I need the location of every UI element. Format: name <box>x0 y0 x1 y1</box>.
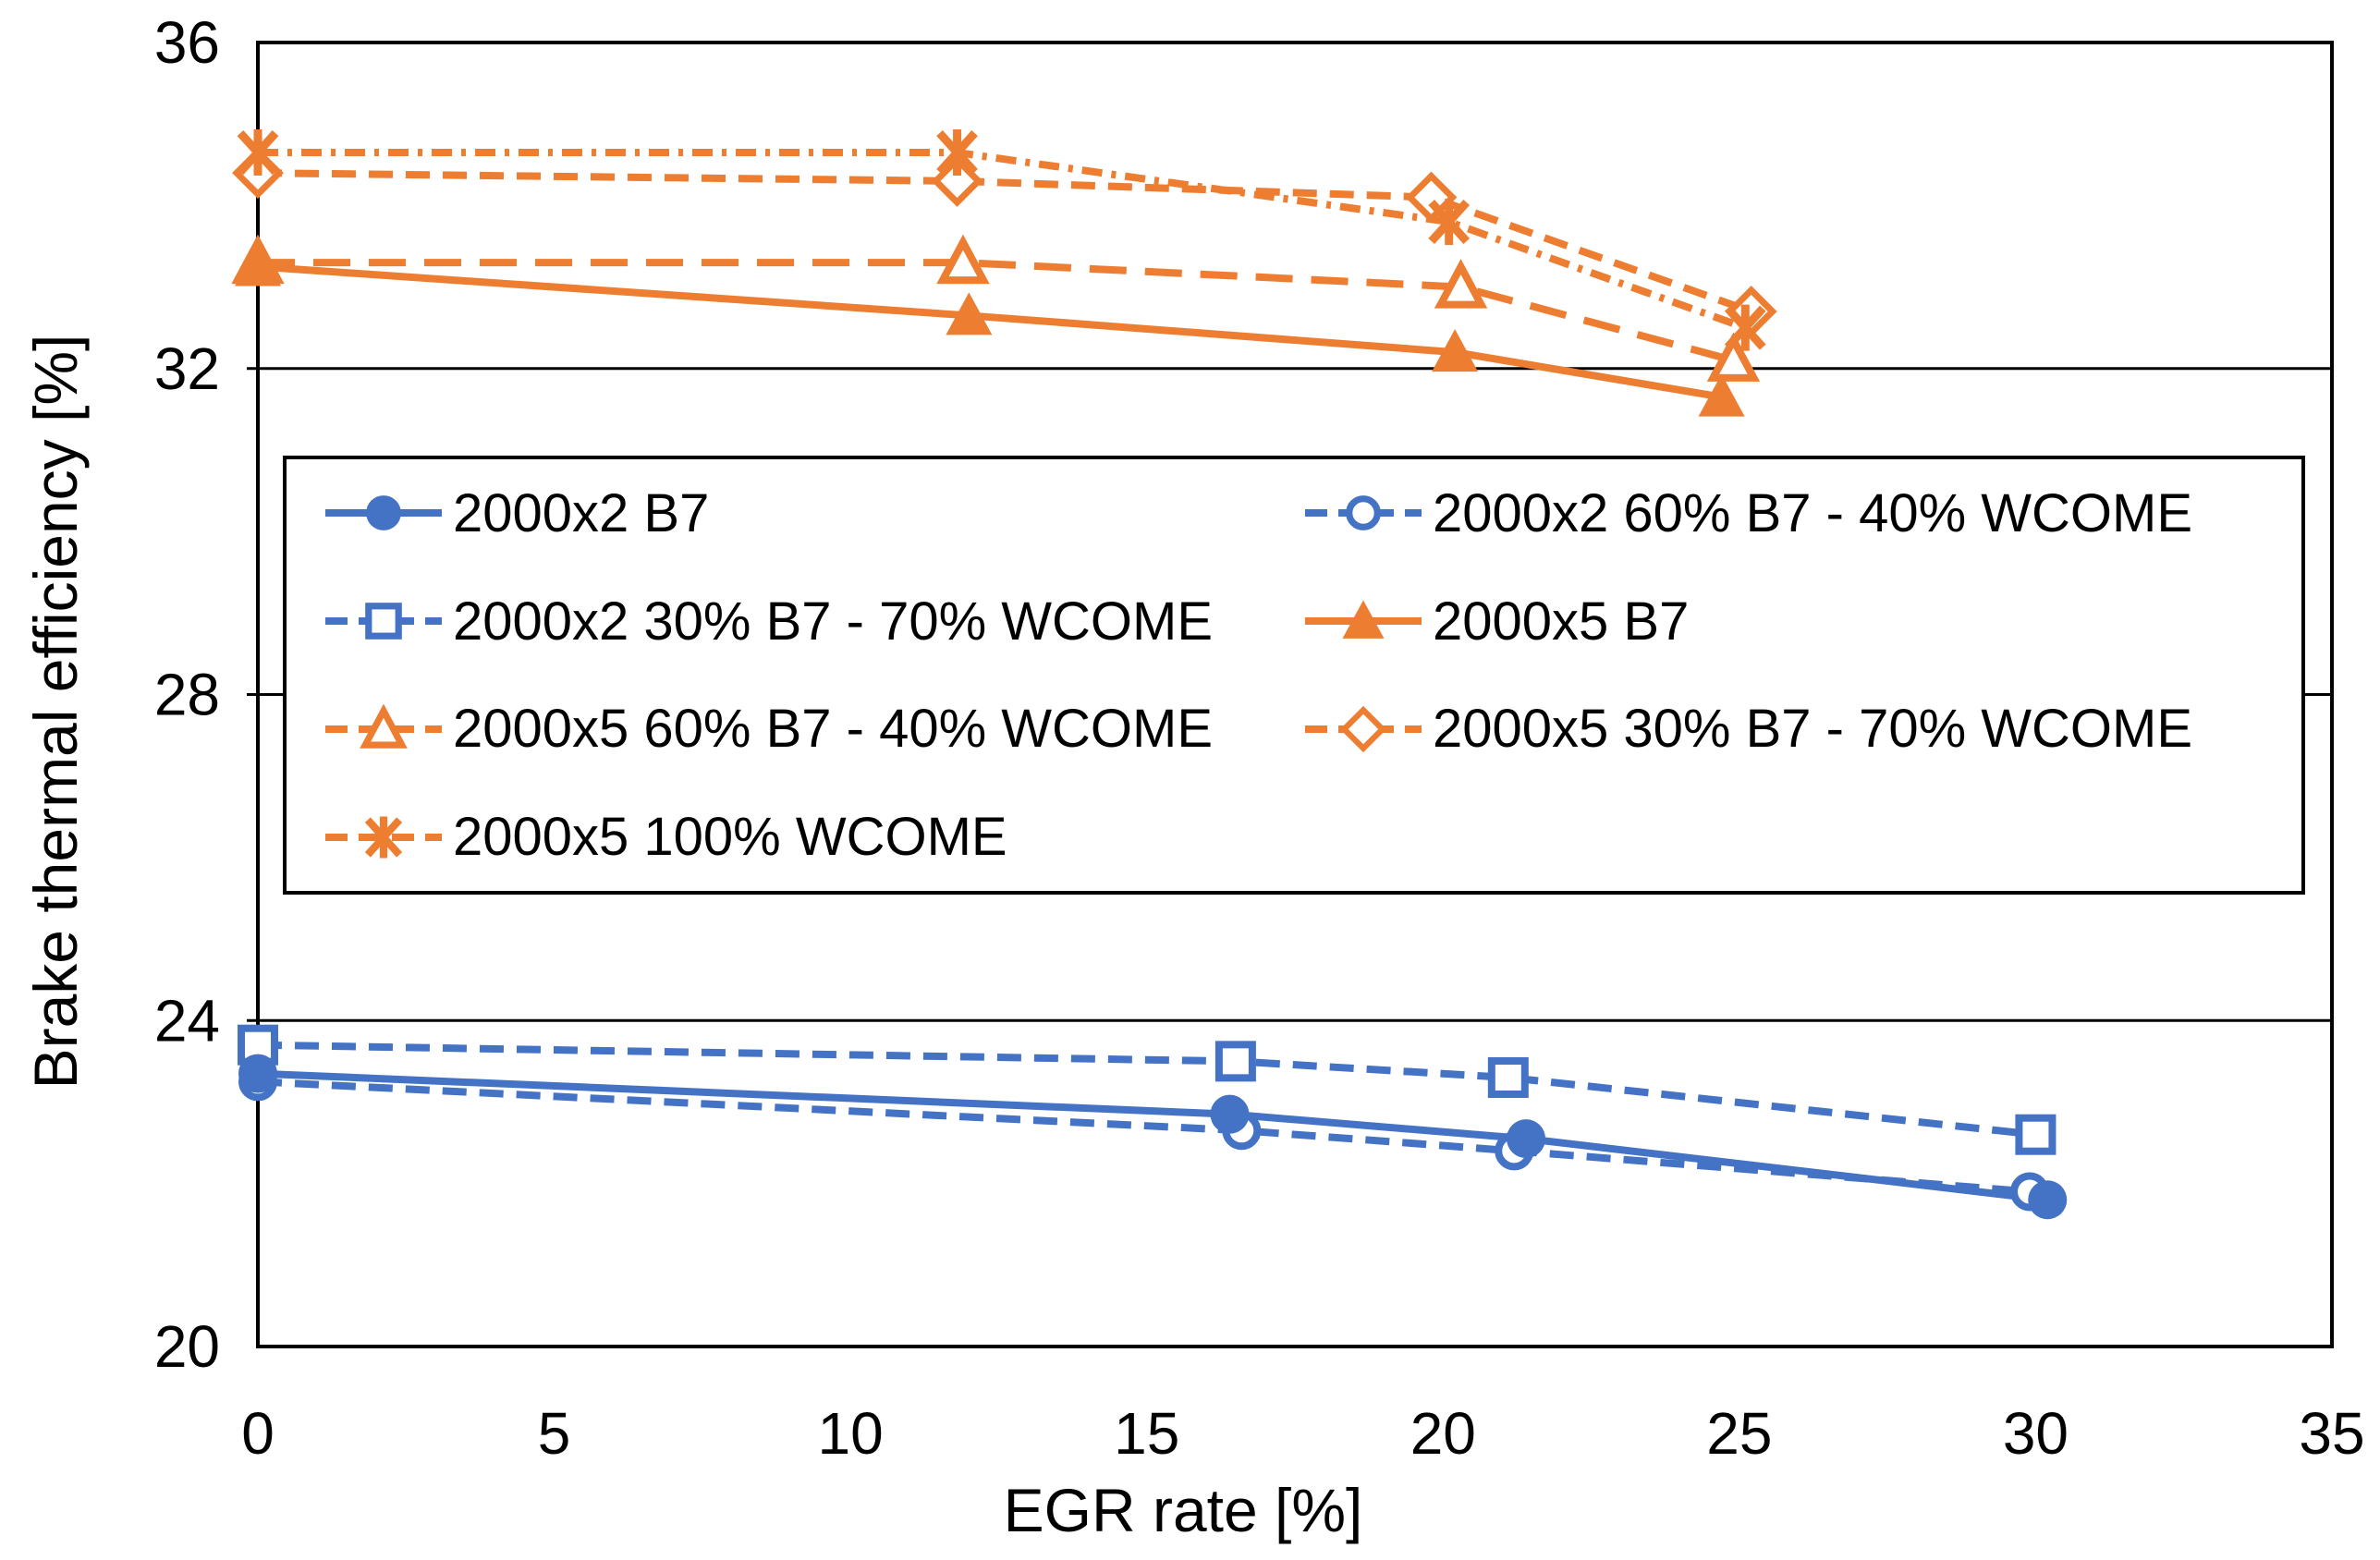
legend-item-2000x5-60-b7-40-wcome: 2000x5 60% B7 - 40% WCOME <box>287 676 1303 784</box>
series-line-2000x2-b7 <box>257 1069 2048 1204</box>
legend-item-2000x5-b7: 2000x5 B7 <box>1303 567 2301 676</box>
x-tick-label-5: 5 <box>538 1400 571 1467</box>
y-tick-label-24: 24 <box>154 987 220 1054</box>
y-tick-label-32: 32 <box>154 335 220 402</box>
series-line-2000x5-30-b7-70-wcome <box>257 169 1753 315</box>
legend-label: 2000x5 60% B7 - 40% WCOME <box>453 699 1214 760</box>
legend-marker-triangle-filled-icon <box>1305 600 1422 640</box>
marker-2000x2-30-b7-70-wcome-1 <box>1214 1041 1256 1082</box>
series-line-2000x5-100-wcome <box>258 149 1747 332</box>
marker-2000x2-b7-3 <box>2028 1180 2068 1220</box>
legend-item-2000x2-30-b7-70-wcome: 2000x2 30% B7 - 70% WCOME <box>287 567 1303 676</box>
legend-label: 2000x5 100% WCOME <box>453 807 1007 868</box>
marker-2000x2-b7-1 <box>1210 1094 1250 1134</box>
x-tick-label-0: 0 <box>241 1400 275 1467</box>
marker-2000x5-60-b7-40-wcome-1 <box>936 234 990 285</box>
marker-2000x5-60-b7-40-wcome-3 <box>1706 332 1761 382</box>
legend-label: 2000x2 B7 <box>453 482 710 543</box>
y-axis-title: Brake thermal efficiency [%] <box>21 334 90 1090</box>
x-tick-label-30: 30 <box>2003 1400 2069 1467</box>
marker-2000x5-100-wcome-0 <box>237 129 279 177</box>
marker-2000x5-100-wcome-1 <box>936 129 978 177</box>
series-line-2000x5-b7 <box>257 262 1723 401</box>
legend-marker-square-open-icon <box>325 603 442 640</box>
y-tick-label-28: 28 <box>154 662 220 728</box>
marker-2000x5-100-wcome-3 <box>1724 304 1766 351</box>
y-tick-label-20: 20 <box>154 1313 220 1380</box>
x-tick-label-10: 10 <box>818 1400 884 1467</box>
x-tick-label-35: 35 <box>2299 1400 2364 1467</box>
series-line-2000x2-60-b7-40-wcome <box>257 1078 2031 1196</box>
x-tick-label-25: 25 <box>1706 1400 1772 1467</box>
legend-row: 2000x2 30% B7 - 70% WCOME 2000x5 B7 <box>287 567 2301 676</box>
legend-item-2000x5-30-b7-70-wcome: 2000x5 30% B7 - 70% WCOME <box>1303 676 2301 784</box>
legend-label: 2000x2 30% B7 - 70% WCOME <box>453 591 1214 652</box>
series-line-2000x5-60-b7-40-wcome <box>258 259 1735 364</box>
legend-label: 2000x5 30% B7 - 70% WCOME <box>1433 699 2193 760</box>
marker-2000x5-b7-0 <box>235 243 281 286</box>
legend-row: 2000x5 100% WCOME <box>287 783 2301 891</box>
marker-2000x5-60-b7-40-wcome-2 <box>1434 259 1488 309</box>
legend: 2000x2 B7 2000x2 60% B7 - 40% WCOME 2000x2… <box>283 456 2305 895</box>
legend-marker-asterisk-icon <box>325 816 442 859</box>
plot-border <box>256 41 2334 1348</box>
legend-item-2000x5-100-wcome: 2000x5 100% WCOME <box>287 783 1303 891</box>
legend-item-2000x2-b7: 2000x2 B7 <box>287 459 1303 567</box>
legend-row: 2000x5 60% B7 - 40% WCOME 2000x5 30% B7 -… <box>287 676 2301 784</box>
marker-2000x2-b7-0 <box>238 1054 277 1093</box>
legend-row: 2000x2 B7 2000x2 60% B7 - 40% WCOME <box>287 459 2301 567</box>
legend-marker-circle-filled-icon <box>325 495 442 531</box>
series-line-2000x2-30-b7-70-wcome <box>257 1041 2036 1139</box>
marker-2000x5-b7-2 <box>1432 329 1479 372</box>
x-axis-title: EGR rate [%] <box>1003 1476 1363 1544</box>
legend-marker-diamond-open-icon <box>1305 705 1422 753</box>
marker-2000x5-100-wcome-2 <box>1428 199 1471 246</box>
legend-marker-circle-open-icon <box>1305 495 1422 531</box>
marker-2000x2-b7-2 <box>1507 1119 1546 1159</box>
y-tick-label-36: 36 <box>154 9 220 76</box>
legend-label: 2000x2 60% B7 - 40% WCOME <box>1433 482 2193 543</box>
x-tick-label-20: 20 <box>1410 1400 1476 1467</box>
legend-marker-triangle-open-icon <box>325 703 442 749</box>
legend-item-2000x2-60-b7-40-wcome: 2000x2 60% B7 - 40% WCOME <box>1303 459 2301 567</box>
marker-2000x5-b7-3 <box>1698 373 1745 417</box>
x-tick-label-15: 15 <box>1114 1400 1179 1467</box>
marker-2000x5-b7-1 <box>946 292 993 335</box>
marker-2000x2-30-b7-70-wcome-3 <box>2015 1114 2057 1155</box>
legend-label: 2000x5 B7 <box>1433 591 1690 652</box>
legend-empty-cell <box>1303 783 2301 891</box>
marker-2000x2-30-b7-70-wcome-2 <box>1487 1056 1529 1098</box>
